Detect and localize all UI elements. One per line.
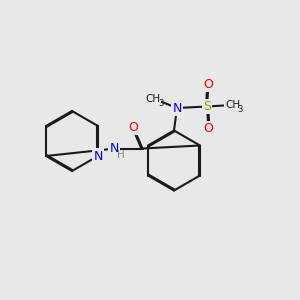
Text: O: O bbox=[204, 77, 213, 91]
Text: 3: 3 bbox=[158, 99, 163, 108]
Text: S: S bbox=[203, 100, 211, 113]
Text: 3: 3 bbox=[237, 105, 243, 114]
Text: CH: CH bbox=[225, 100, 240, 110]
Text: N: N bbox=[93, 149, 103, 163]
Text: N: N bbox=[109, 142, 119, 155]
Text: CH: CH bbox=[146, 94, 160, 104]
Text: N: N bbox=[172, 101, 182, 115]
Text: O: O bbox=[129, 121, 138, 134]
Text: H: H bbox=[117, 150, 125, 160]
Text: O: O bbox=[204, 122, 213, 136]
